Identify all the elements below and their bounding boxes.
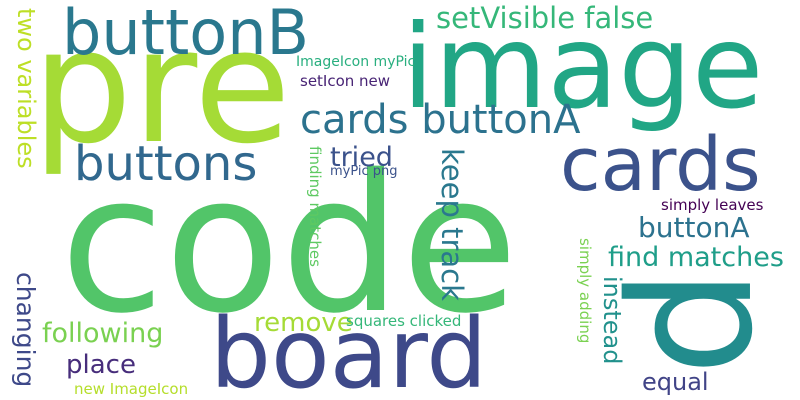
- word-simply-adding: simply adding: [576, 238, 594, 344]
- word-code: code: [60, 134, 519, 355]
- word-p: p: [616, 268, 800, 376]
- word-buttonB: buttonB: [62, 0, 310, 69]
- word-following: following: [42, 318, 164, 349]
- word-keep-track: keep track: [435, 148, 469, 301]
- word-place: place: [66, 350, 136, 380]
- word-squares-clicked: squares clicked: [346, 312, 462, 330]
- word-find-matches: find matches: [608, 242, 784, 273]
- word-ImageIcon-myPic: ImageIcon myPic: [296, 54, 416, 70]
- word-cards: cards: [560, 122, 761, 208]
- word-image: image: [402, 0, 764, 135]
- word-pre: pre: [32, 0, 291, 179]
- word-equal: equal: [642, 368, 709, 396]
- word-new-ImageIcon: new ImageIcon: [74, 380, 189, 398]
- word-board: board: [210, 298, 488, 400]
- word-remove: remove: [254, 308, 353, 338]
- word-simply-leaves: simply leaves: [661, 196, 764, 214]
- word-buttonA: buttonA: [638, 211, 750, 244]
- word-tried: tried: [330, 142, 393, 173]
- word-myPic-png: myPic png: [330, 164, 398, 179]
- word-setIcon-new: setIcon new: [300, 72, 391, 90]
- word-buttons: buttons: [74, 136, 258, 192]
- word-setVisible-false: setVisible false: [436, 1, 654, 35]
- word-changing: changing: [11, 272, 40, 388]
- word-two-variables: two variables: [12, 8, 40, 169]
- word-instead: instead: [598, 276, 626, 365]
- word-finding-matches: finding matches: [306, 146, 324, 267]
- word-cards-buttonA: cards buttonA: [300, 97, 581, 143]
